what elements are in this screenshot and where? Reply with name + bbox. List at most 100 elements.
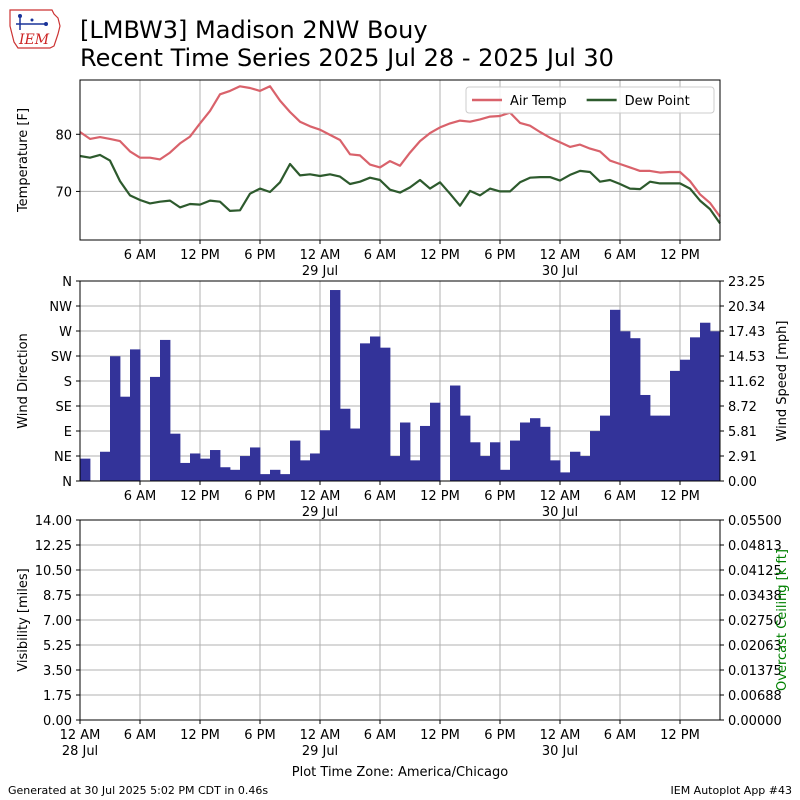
- x-tick-label: 12 PM: [180, 489, 220, 504]
- y-right-tick-label: 14.53: [728, 350, 765, 365]
- y-tick-label: SW: [51, 350, 72, 365]
- wind-speed-bar: [320, 430, 331, 481]
- wind-speed-bar: [710, 331, 721, 481]
- wind-speed-bar: [660, 415, 671, 481]
- x-tick-label: 12 PM: [180, 728, 220, 743]
- wind-speed-bar: [350, 428, 361, 481]
- y-right-axis-label: Wind Speed [mph]: [775, 321, 790, 442]
- wind-speed-bar: [340, 408, 351, 481]
- wind-speed-bar: [400, 422, 411, 481]
- x-tick-label: 12 AM: [540, 728, 581, 743]
- x-tick-label: 6 PM: [244, 248, 275, 263]
- x-tick-label: 6 AM: [124, 248, 157, 263]
- x-tick-label: 12 AM: [60, 728, 101, 743]
- y-right-tick-label: 0.04125: [728, 564, 782, 579]
- wind-speed-bar: [330, 290, 341, 481]
- x-tick-label: 12 PM: [420, 248, 460, 263]
- wind-speed-bar: [120, 396, 131, 481]
- wind-speed-bar: [540, 426, 551, 481]
- x-tick-label: 12 PM: [420, 728, 460, 743]
- wind-speed-bar: [250, 447, 261, 481]
- x-tick-label: 12 AM: [540, 248, 581, 263]
- wind-speed-bar: [230, 469, 241, 481]
- y-tick-label: 5.25: [43, 639, 72, 654]
- wind-speed-bar: [270, 469, 281, 481]
- x-tick-label: 6 AM: [604, 489, 637, 504]
- x-tick-label: 6 PM: [484, 489, 515, 504]
- x-tick-label: 12 PM: [660, 248, 700, 263]
- x-tick-label: 6 PM: [244, 728, 275, 743]
- y-right-tick-label: 8.72: [728, 400, 757, 415]
- wind-speed-bar: [220, 467, 231, 481]
- wind-speed-bar: [650, 415, 661, 481]
- y-tick-label: 70: [55, 185, 72, 200]
- y-tick-label: S: [64, 375, 72, 390]
- wind-speed-bar: [600, 415, 611, 481]
- y-right-tick-label: 0.00: [728, 475, 757, 490]
- y-tick-label: N: [62, 475, 72, 490]
- y-right-tick-label: 23.25: [728, 275, 765, 290]
- wind-speed-bar: [310, 453, 321, 481]
- wind-speed-bar: [430, 402, 441, 481]
- x-tick-label: 12 PM: [660, 728, 700, 743]
- wind-speed-bar: [700, 322, 711, 481]
- wind-speed-bar: [690, 337, 701, 481]
- x-tick-label: 12 AM: [540, 489, 581, 504]
- legend-entry: Dew Point: [625, 94, 690, 109]
- legend-entry: Air Temp: [510, 94, 567, 109]
- x-tick-label: 6 AM: [364, 728, 397, 743]
- y-right-tick-label: 2.91: [728, 450, 757, 465]
- wind-speed-bar: [180, 462, 191, 481]
- y-right-tick-label: 0.01375: [728, 664, 782, 679]
- wind-speed-bar: [110, 356, 121, 481]
- x-tick-label: 12 PM: [180, 248, 220, 263]
- y-tick-label: 10.50: [35, 564, 72, 579]
- x-tick-label: 6 AM: [364, 248, 397, 263]
- y-right-tick-label: 0.02063: [728, 639, 782, 654]
- wind-speed-bar: [560, 472, 571, 481]
- y-tick-label: 0.00: [43, 714, 72, 729]
- chart-title: [LMBW3] Madison 2NW Bouy: [80, 16, 428, 44]
- y-right-tick-label: 0.03438: [728, 589, 782, 604]
- y-axis-label: Wind Direction: [16, 333, 31, 429]
- y-right-tick-label: 0.04813: [728, 539, 782, 554]
- y-tick-label: W: [59, 325, 72, 340]
- wind-speed-bar: [510, 440, 521, 481]
- wind-speed-bar: [550, 460, 561, 481]
- wind-speed-bar: [620, 331, 631, 481]
- wind-speed-bar: [260, 474, 271, 481]
- axes-frame: [79, 280, 721, 482]
- wind-speed-bar: [630, 338, 641, 481]
- wind-speed-bar: [680, 359, 691, 481]
- wind-speed-bar: [80, 458, 91, 481]
- wind-speed-bar: [470, 442, 481, 481]
- y-right-tick-label: 5.81: [728, 425, 757, 440]
- y-axis-label: Temperature [F]: [16, 108, 31, 213]
- x-tick-label: 6 AM: [604, 248, 637, 263]
- y-right-tick-label: 11.62: [728, 375, 765, 390]
- axes-frame: [79, 519, 721, 721]
- x-date-label: 28 Jul: [62, 744, 98, 759]
- y-right-tick-label: 0.05500: [728, 514, 782, 529]
- y-right-tick-label: 0.00000: [728, 714, 782, 729]
- y-tick-label: N: [62, 275, 72, 290]
- x-tick-label: 6 AM: [124, 489, 157, 504]
- wind-speed-bar: [460, 415, 471, 481]
- wind-speed-bar: [380, 347, 391, 481]
- wind-speed-bar: [590, 431, 601, 481]
- y-tick-label: 7.00: [43, 614, 72, 629]
- x-date-label: 29 Jul: [302, 744, 338, 759]
- y-tick-label: SE: [56, 400, 72, 415]
- wind-speed-bar: [210, 450, 221, 481]
- wind-speed-bar: [520, 422, 531, 481]
- wind-speed-bar: [450, 385, 461, 481]
- wind-speed-bar: [410, 460, 421, 481]
- x-date-label: 29 Jul: [302, 264, 338, 279]
- x-tick-label: 12 PM: [420, 489, 460, 504]
- y-tick-label: 8.75: [43, 589, 72, 604]
- x-date-label: 30 Jul: [542, 744, 578, 759]
- x-tick-label: 12 AM: [300, 728, 341, 743]
- x-tick-label: 6 AM: [364, 489, 397, 504]
- y-tick-label: 12.25: [35, 539, 72, 554]
